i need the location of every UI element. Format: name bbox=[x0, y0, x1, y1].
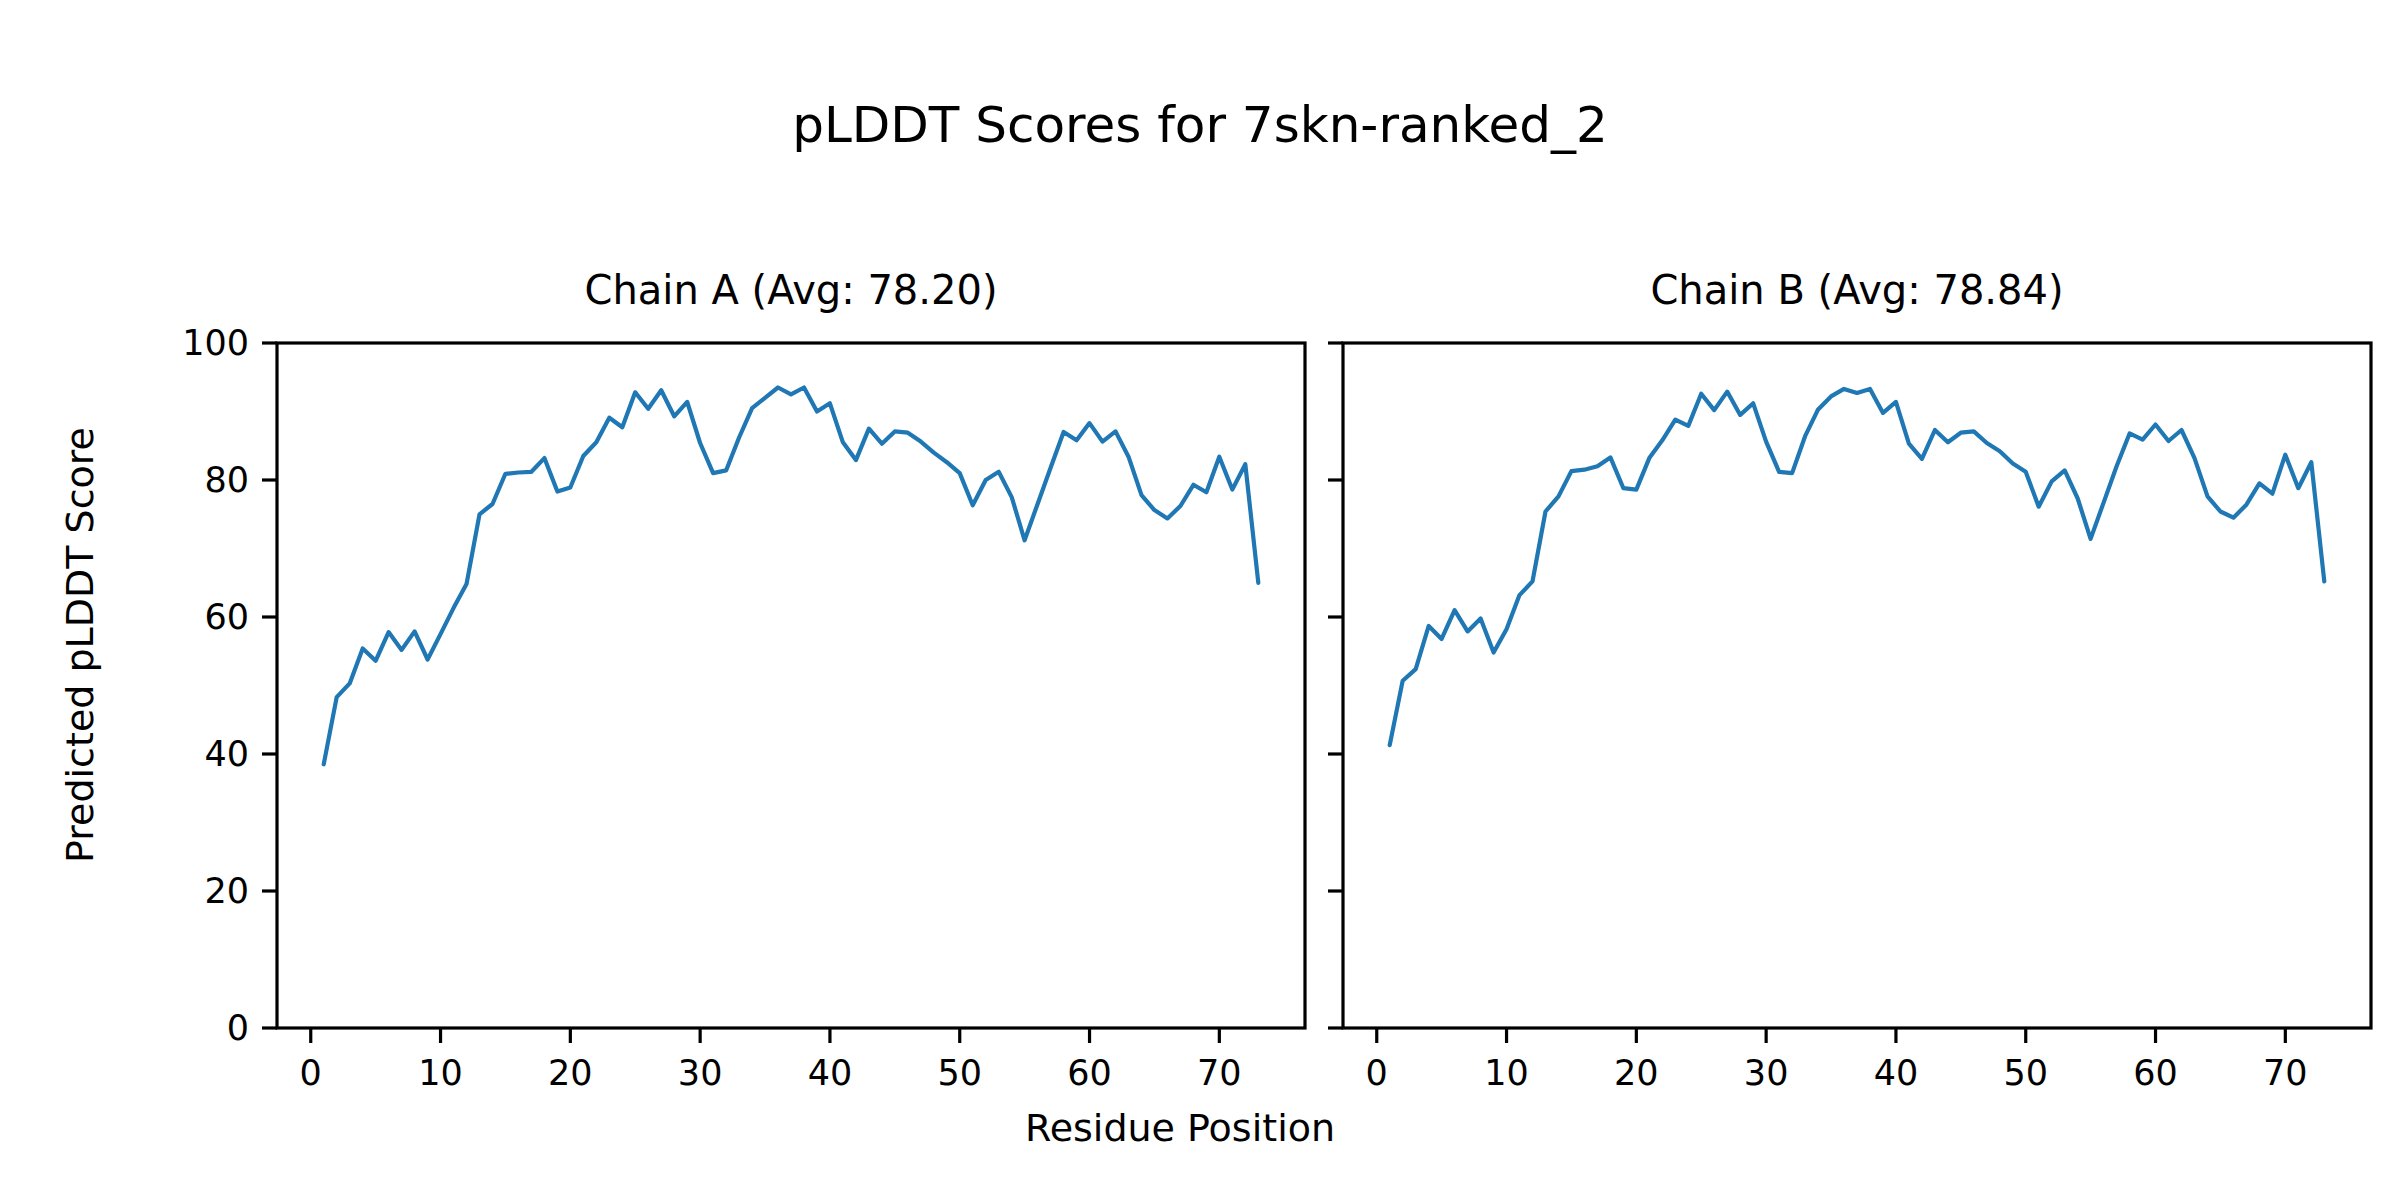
x-tick-label: 0 bbox=[300, 1053, 322, 1093]
chain-a-plot: 0 10 20 30 40 50 60 70 0 20 40 60 80 100 bbox=[182, 323, 1305, 1093]
x-tick-label: 60 bbox=[1067, 1053, 1112, 1093]
y-axis-label: Predicted pLDDT Score bbox=[58, 427, 102, 863]
plots-canvas: 0 10 20 30 40 50 60 70 0 20 40 60 80 100 0 10 20 30 40 50 6… bbox=[0, 0, 2400, 1200]
y-tick-label: 80 bbox=[204, 460, 249, 500]
plddt-line bbox=[1390, 389, 2325, 745]
x-tick-label: 70 bbox=[1197, 1053, 1242, 1093]
y-tick-label: 20 bbox=[204, 871, 249, 911]
x-tick-label: 10 bbox=[1484, 1053, 1529, 1093]
x-axis-label: Residue Position bbox=[0, 1106, 2360, 1150]
x-tick-label: 40 bbox=[1874, 1053, 1919, 1093]
x-tick-label: 70 bbox=[2263, 1053, 2308, 1093]
chain-b-plot: 0 10 20 30 40 50 60 70 bbox=[1328, 343, 2371, 1093]
y-tick-label: 100 bbox=[182, 323, 249, 363]
x-tick-label: 10 bbox=[418, 1053, 463, 1093]
x-tick-label: 20 bbox=[1614, 1053, 1659, 1093]
axes-frame bbox=[1343, 343, 2371, 1028]
plddt-line bbox=[324, 388, 1259, 765]
figure: pLDDT Scores for 7skn-ranked_2 Chain A (… bbox=[0, 0, 2400, 1200]
y-tick-label: 60 bbox=[204, 597, 249, 637]
x-tick-label: 30 bbox=[1744, 1053, 1789, 1093]
x-tick-label: 0 bbox=[1366, 1053, 1388, 1093]
y-tick-label: 0 bbox=[227, 1008, 249, 1048]
y-tick-label: 40 bbox=[204, 734, 249, 774]
axes-frame bbox=[277, 343, 1305, 1028]
x-tick-label: 40 bbox=[808, 1053, 853, 1093]
x-tick-label: 50 bbox=[937, 1053, 982, 1093]
x-tick-label: 60 bbox=[2133, 1053, 2178, 1093]
x-tick-label: 50 bbox=[2003, 1053, 2048, 1093]
x-tick-label: 30 bbox=[678, 1053, 723, 1093]
x-tick-label: 20 bbox=[548, 1053, 593, 1093]
